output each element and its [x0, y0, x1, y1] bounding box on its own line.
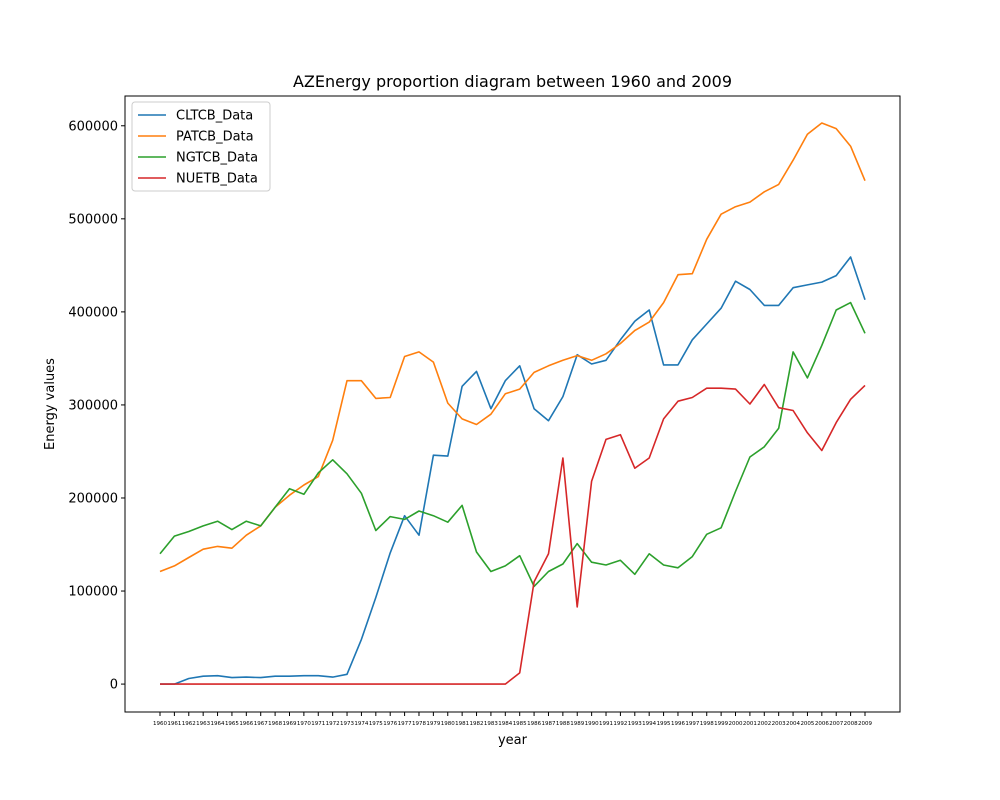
x-tick-label: 1961 [167, 721, 181, 727]
y-tick-label: 600000 [68, 119, 118, 134]
x-tick-label: 1986 [527, 721, 541, 727]
y-axis-label: Energy values [43, 358, 58, 450]
x-tick-label: 1984 [498, 721, 512, 727]
x-tick-label: 1976 [383, 721, 397, 727]
x-tick-label: 2002 [757, 721, 771, 727]
x-tick-label: 1970 [297, 721, 311, 727]
x-tick-label: 2004 [786, 721, 800, 727]
x-tick-label: 2003 [772, 721, 786, 727]
x-tick-label: 1973 [340, 721, 354, 727]
x-tick-label: 1971 [311, 721, 325, 727]
x-tick-label: 1985 [513, 721, 527, 727]
series-line-nuetb-data [160, 383, 866, 685]
x-tick-label: 1979 [426, 721, 440, 727]
y-tick-label: 200000 [68, 491, 118, 506]
x-tick-label: 1983 [484, 721, 498, 727]
legend-label: NUETB_Data [176, 172, 258, 187]
legend-label: CLTCB_Data [176, 109, 253, 124]
x-tick-label: 1980 [441, 721, 455, 727]
x-tick-label: 2005 [800, 721, 814, 727]
x-tick-label: 1964 [211, 721, 225, 727]
x-tick-label: 1962 [182, 721, 196, 727]
x-tick-label: 2000 [729, 721, 743, 727]
y-tick-label: 300000 [68, 398, 118, 413]
x-axis-label: year [498, 733, 528, 748]
x-tick-label: 1982 [470, 721, 484, 727]
x-tick-label: 2001 [743, 721, 757, 727]
x-axis: 1960 1961 1962 1963 1964 1965 1966 1967 1968 1969… [153, 712, 872, 727]
x-tick-label: 1987 [541, 721, 555, 727]
y-tick-label: 100000 [68, 585, 118, 600]
x-tick-label: 1974 [354, 721, 368, 727]
x-tick-label: 1997 [685, 721, 699, 727]
legend-label: PATCB_Data [176, 130, 254, 145]
x-tick-label: 1992 [613, 721, 627, 727]
x-tick-label: 1963 [196, 721, 210, 727]
x-tick-label: 1999 [714, 721, 728, 727]
x-tick-label: 1994 [642, 721, 656, 727]
x-tick-label: 1960 [153, 721, 167, 727]
series-line-cltcb-data [160, 256, 866, 685]
x-tick-label: 2006 [815, 721, 829, 727]
x-tick-label: 1989 [570, 721, 584, 727]
y-tick-label: 500000 [68, 212, 118, 227]
x-tick-label: 1972 [326, 721, 340, 727]
chart-title: AZEnergy proportion diagram between 1960… [293, 72, 732, 91]
x-tick-label: 1968 [268, 721, 282, 727]
x-tick-label: 1996 [671, 721, 685, 727]
x-tick-label: 2009 [858, 721, 872, 727]
x-tick-label: 1981 [455, 721, 469, 727]
x-tick-label: 2008 [844, 721, 858, 727]
plot-area [124, 95, 901, 713]
x-tick-label: 1995 [657, 721, 671, 727]
legend-label: NGTCB_Data [176, 151, 258, 166]
x-tick-label: 1967 [254, 721, 268, 727]
y-tick-label: 400000 [68, 305, 118, 320]
x-tick-label: 2007 [829, 721, 843, 727]
series-lines [159, 122, 866, 685]
y-axis: 0 100000 200000 300000 400000 500000 600000 [68, 119, 125, 693]
x-tick-label: 1991 [599, 721, 613, 727]
x-tick-label: 1988 [556, 721, 570, 727]
x-tick-label: 1993 [628, 721, 642, 727]
x-tick-label: 1990 [585, 721, 599, 727]
legend: CLTCB_Data PATCB_Data NGTCB_Data NUETB_Data [131, 101, 271, 192]
x-tick-label: 1977 [398, 721, 412, 727]
y-tick-label: 0 [110, 678, 118, 693]
x-tick-label: 1975 [369, 721, 383, 727]
x-tick-label: 1998 [700, 721, 714, 727]
x-tick-label: 1965 [225, 721, 239, 727]
series-line-ngtcb-data [159, 301, 866, 588]
legend-box [131, 101, 271, 192]
x-tick-label: 1978 [412, 721, 426, 727]
x-tick-label: 1966 [239, 721, 253, 727]
x-tick-label: 1969 [282, 721, 296, 727]
